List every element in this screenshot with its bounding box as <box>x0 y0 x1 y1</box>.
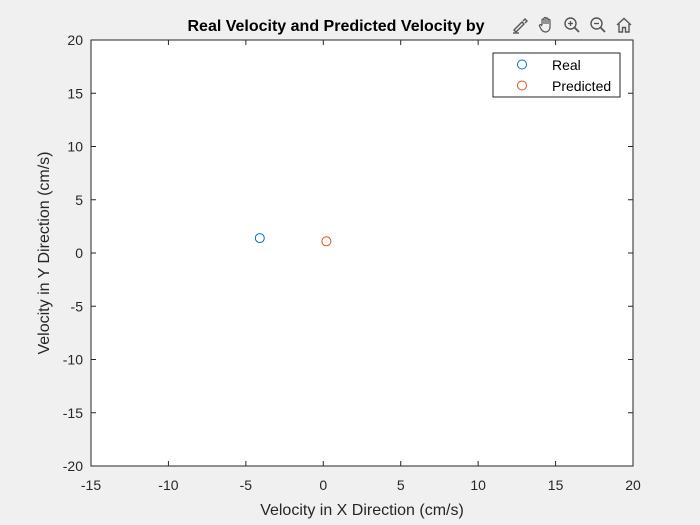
zoom-in-icon[interactable] <box>560 13 584 37</box>
x-tick-label: -5 <box>240 477 253 493</box>
y-tick-label: -20 <box>63 458 83 474</box>
y-tick-label: -10 <box>63 352 83 368</box>
x-tick-label: -15 <box>81 477 101 493</box>
legend[interactable]: Real Predicted <box>492 52 621 98</box>
x-tick-label: -10 <box>158 477 178 493</box>
x-tick-label: 20 <box>625 477 641 493</box>
home-icon[interactable] <box>612 13 636 37</box>
ticks-layer: -15 -10 -5 0 5 10 15 20 -20 -15 -10 -5 0 5 10 15 20 <box>63 32 641 493</box>
data-point-predicted <box>321 236 332 247</box>
x-tick-label: 15 <box>548 477 564 493</box>
points-layer <box>254 233 332 247</box>
axes-background <box>91 40 633 466</box>
legend-label-predicted: Predicted <box>552 78 611 94</box>
data-point-real <box>254 233 265 244</box>
axes-toolbar <box>508 12 636 38</box>
zoom-out-icon[interactable] <box>586 13 610 37</box>
y-tick-label: 15 <box>67 85 83 101</box>
x-tick-label: 10 <box>470 477 486 493</box>
y-tick-label: -5 <box>71 298 84 314</box>
x-tick-label: 5 <box>397 477 405 493</box>
y-axis-label: Velocity in Y Direction (cm/s) <box>36 151 53 354</box>
y-tick-label: 5 <box>75 192 83 208</box>
axes-box <box>90 39 634 467</box>
brush-icon[interactable] <box>508 13 532 37</box>
y-tick-label: 10 <box>67 139 83 155</box>
y-tick-label: 20 <box>67 32 83 48</box>
chart-title: Real Velocity and Predicted Velocity by <box>187 18 484 35</box>
legend-label-real: Real <box>552 57 581 73</box>
x-tick-label: 0 <box>319 477 327 493</box>
legend-marker-predicted <box>517 80 527 91</box>
y-tick-label: 0 <box>75 245 83 261</box>
pan-hand-icon[interactable] <box>534 13 558 37</box>
legend-box <box>492 52 621 98</box>
x-axis-label: Velocity in X Direction (cm/s) <box>260 502 464 519</box>
legend-marker-real <box>517 59 527 70</box>
y-tick-label: -15 <box>63 405 83 421</box>
